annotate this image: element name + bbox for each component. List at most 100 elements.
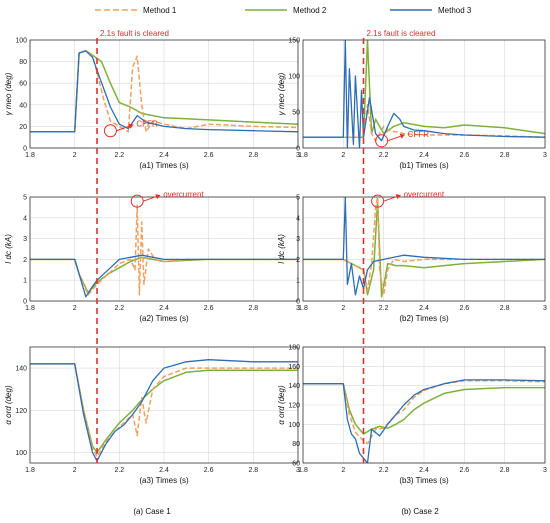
y-tick-a2-4: 4 xyxy=(23,215,27,222)
frame-a1 xyxy=(29,39,299,149)
y-tick-b3-2: 100 xyxy=(288,422,300,429)
series-group-b3 xyxy=(303,379,545,463)
x-tick-a3-3: 2.4 xyxy=(159,467,169,474)
x-tick-a2-0: 1.8 xyxy=(25,305,35,312)
x-tick-b2-1: 2 xyxy=(341,305,345,312)
x-tick-b3-6: 3 xyxy=(543,467,547,474)
series-line-b2-method-1 xyxy=(303,197,545,296)
y-tick-a1-0: 0 xyxy=(23,146,27,153)
panel-b3: 1.8 2 2.2 2.4 2.6 2.8 36080100120140160180(b3)… xyxy=(277,345,547,486)
x-tick-b1-1: 2 xyxy=(341,152,345,159)
x-tick-a1-4: 2.6 xyxy=(204,152,214,159)
annotation-label-a1-1: CFFR xyxy=(136,120,158,129)
x-tick-b3-0: 1.8 xyxy=(298,467,308,474)
y-axis-label-a1: γ meo (deg) xyxy=(4,72,13,115)
y-tick-b3-4: 140 xyxy=(288,383,300,390)
series-line-b1-method-2 xyxy=(303,40,545,138)
x-tick-a1-6: 3 xyxy=(296,152,300,159)
y-axis-label-b3: α ord (deg) xyxy=(277,385,286,425)
y-tick-b2-3: 3 xyxy=(296,236,300,243)
y-tick-b2-2: 2 xyxy=(296,257,300,264)
x-tick-b3-5: 2.8 xyxy=(500,467,510,474)
x-tick-a3-4: 2.6 xyxy=(204,467,214,474)
x-tick-a2-4: 2.6 xyxy=(204,305,214,312)
y-tick-b2-1: 1 xyxy=(296,278,300,285)
y-axis-label-a3: α ord (deg) xyxy=(4,385,13,425)
y-tick-b2-0: 0 xyxy=(296,299,300,306)
y-tick-b1-1: 50 xyxy=(292,110,300,117)
x-axis-label-a3: (a3) Times (s) xyxy=(139,476,189,485)
y-tick-b1-3: 150 xyxy=(288,38,300,45)
y-tick-b3-6: 180 xyxy=(288,345,300,352)
series-group-a3 xyxy=(30,359,298,462)
annotation-arrowhead-a1-1 xyxy=(128,123,134,129)
series-line-a2-method-3 xyxy=(30,254,298,298)
series-group-b1 xyxy=(303,40,545,148)
x-tick-a1-2: 2.2 xyxy=(114,152,124,159)
panel-a3: 1.8 2 2.2 2.4 2.6 2.8 3 100 120 140 (a3) Times (s)… xyxy=(4,346,300,485)
y-tick-a3-2: 140 xyxy=(15,366,27,373)
series-group-a1 xyxy=(30,50,298,133)
y-tick-a1-4: 80 xyxy=(19,59,27,66)
y-tick-a1-3: 60 xyxy=(19,81,27,88)
x-tick-b1-6: 3 xyxy=(543,152,547,159)
y-tick-a2-1: 1 xyxy=(23,278,27,285)
x-tick-a2-5: 2.8 xyxy=(248,305,258,312)
y-tick-a2-2: 2 xyxy=(23,257,27,264)
annotation-label-b2-0: overcurrent xyxy=(404,190,445,199)
y-axis-label-a2: I dc (kA) xyxy=(4,234,13,264)
series-line-b2-method-3 xyxy=(303,197,545,296)
x-tick-b2-4: 2.6 xyxy=(459,305,469,312)
x-tick-b3-3: 2.4 xyxy=(419,467,429,474)
annotation-fault-a1: 2.1s fault is cleared xyxy=(100,29,169,38)
y-tick-b1-2: 100 xyxy=(288,74,300,81)
x-tick-b3-2: 2.2 xyxy=(379,467,389,474)
series-line-b1-method-3 xyxy=(303,40,545,148)
series-line-a3-method-2 xyxy=(30,363,298,454)
annotation-arrowhead-a2-0 xyxy=(155,194,161,200)
y-tick-b3-5: 160 xyxy=(288,364,300,371)
legend: Method 1 Method 2 Method 3 xyxy=(95,6,472,15)
annotation-fault-b1: 2.1s fault is cleared xyxy=(367,29,436,38)
x-tick-a3-5: 2.8 xyxy=(248,467,258,474)
x-tick-b1-2: 2.2 xyxy=(379,152,389,159)
x-tick-b1-5: 2.8 xyxy=(500,152,510,159)
x-tick-a3-0: 1.8 xyxy=(25,467,35,474)
x-tick-b2-0: 1.8 xyxy=(298,305,308,312)
x-tick-b1-0: 1.8 xyxy=(298,152,308,159)
y-tick-a3-0: 100 xyxy=(15,450,27,457)
x-tick-b2-3: 2.4 xyxy=(419,305,429,312)
series-group-b2 xyxy=(303,197,545,298)
series-line-a3-method-1 xyxy=(30,363,298,458)
x-axis-label-b1: (b1) Times (s) xyxy=(399,161,449,170)
frame-a2 xyxy=(29,196,299,302)
x-tick-a3-6: 3 xyxy=(296,467,300,474)
series-group-a2 xyxy=(30,204,298,298)
y-tick-a1-1: 20 xyxy=(19,124,27,131)
y-tick-a2-0: 0 xyxy=(23,299,27,306)
x-tick-a2-2: 2.2 xyxy=(114,305,124,312)
annotation-arrowhead-b2-0 xyxy=(395,194,401,200)
x-tick-a1-0: 1.8 xyxy=(25,152,35,159)
x-tick-a1-5: 2.8 xyxy=(248,152,258,159)
series-line-b3-method-3 xyxy=(303,379,545,463)
y-tick-a1-2: 40 xyxy=(19,102,27,109)
x-tick-b2-5: 2.8 xyxy=(500,305,510,312)
x-tick-b1-4: 2.6 xyxy=(459,152,469,159)
x-tick-a3-2: 2.2 xyxy=(114,467,124,474)
x-tick-b2-2: 2.2 xyxy=(379,305,389,312)
x-tick-b3-4: 2.6 xyxy=(459,467,469,474)
x-tick-a2-3: 2.4 xyxy=(159,305,169,312)
annotation-label-a2-0: overcurrent xyxy=(163,190,204,199)
caption-case2: (b) Case 2 xyxy=(401,507,439,516)
frame-b1 xyxy=(302,39,546,149)
y-tick-b3-0: 60 xyxy=(292,461,300,468)
x-tick-b1-3: 2.4 xyxy=(419,152,429,159)
frame-b2 xyxy=(302,196,546,302)
y-tick-a3-1: 120 xyxy=(15,408,27,415)
